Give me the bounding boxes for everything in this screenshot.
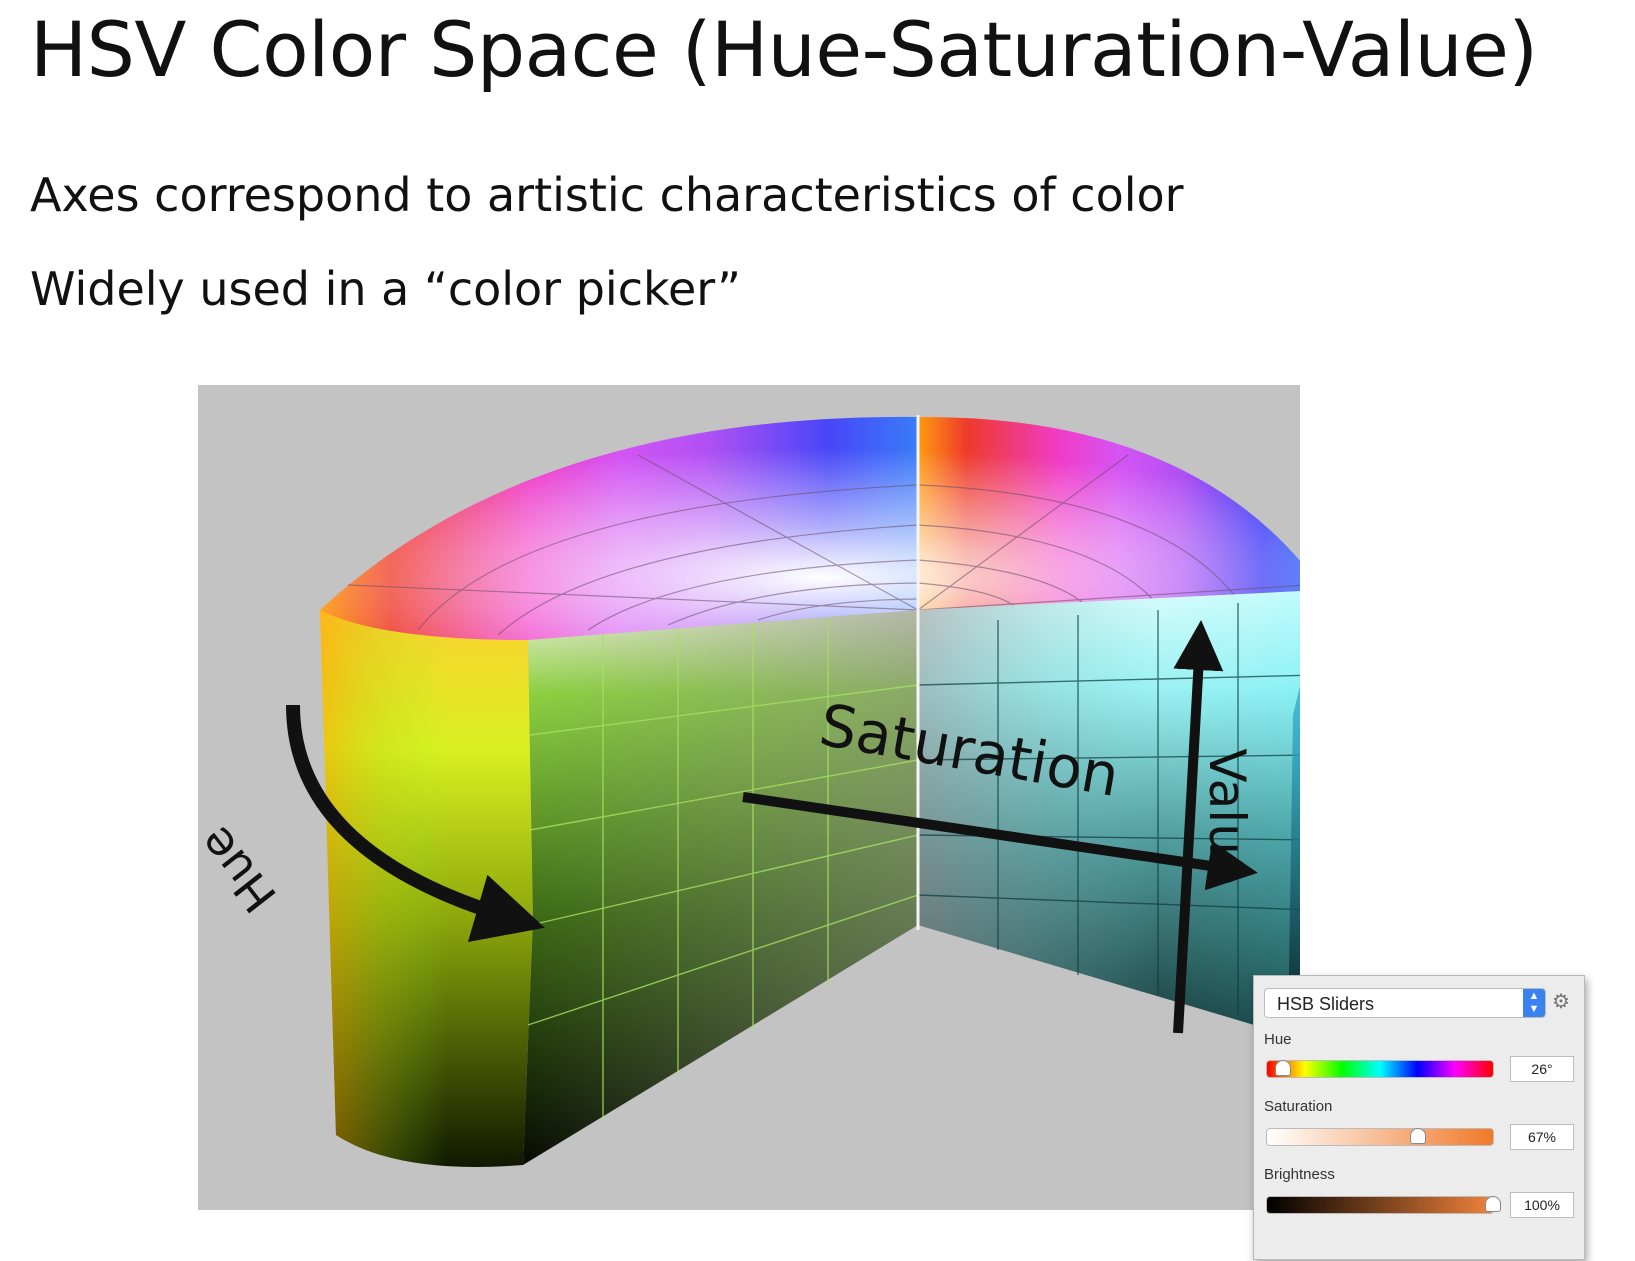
value-arrow <box>1173 620 1224 1034</box>
hue-label: Hue <box>198 817 287 923</box>
hue-slider-thumb[interactable] <box>1275 1060 1292 1076</box>
hsb-color-picker-panel: HSB Sliders ▲ ▼ ⚙ Hue 26° Saturation 67% … <box>1253 975 1585 1260</box>
picker-mode-select[interactable]: HSB Sliders ▲ ▼ <box>1264 988 1546 1018</box>
saturation-slider-label: Saturation <box>1264 1098 1333 1115</box>
bullet-axes: Axes correspond to artistic characterist… <box>30 168 1184 222</box>
brightness-slider[interactable] <box>1266 1196 1501 1214</box>
saturation-value-field[interactable]: 67% <box>1510 1124 1574 1150</box>
saturation-arrow <box>742 792 1258 891</box>
brightness-slider-label: Brightness <box>1264 1166 1335 1183</box>
hue-value-field[interactable]: 26° <box>1510 1056 1574 1082</box>
picker-mode-label: HSB Sliders <box>1277 994 1375 1014</box>
gear-icon[interactable]: ⚙ <box>1552 991 1570 1013</box>
slide-title: HSV Color Space (Hue-Saturation-Value) <box>30 5 1538 94</box>
hue-arrow <box>286 704 545 942</box>
chevron-up-down-icon[interactable]: ▲ ▼ <box>1523 989 1545 1017</box>
value-label: Value <box>1198 748 1256 885</box>
bullet-color-picker: Widely used in a “color picker” <box>30 262 741 316</box>
brightness-value-field[interactable]: 100% <box>1510 1192 1574 1218</box>
brightness-slider-thumb[interactable] <box>1485 1196 1501 1212</box>
hsv-cylinder-illustration: Hue Saturation Value <box>198 415 1300 1167</box>
hue-slider[interactable] <box>1266 1060 1494 1078</box>
top-grid <box>347 454 1300 636</box>
saturation-slider[interactable] <box>1266 1128 1494 1146</box>
cylinder-right-side <box>1288 685 1300 1035</box>
hsv-cylinder-figure: Hue Saturation Value <box>198 385 1300 1210</box>
hue-slider-label: Hue <box>1264 1031 1292 1048</box>
saturation-slider-thumb[interactable] <box>1410 1128 1427 1144</box>
